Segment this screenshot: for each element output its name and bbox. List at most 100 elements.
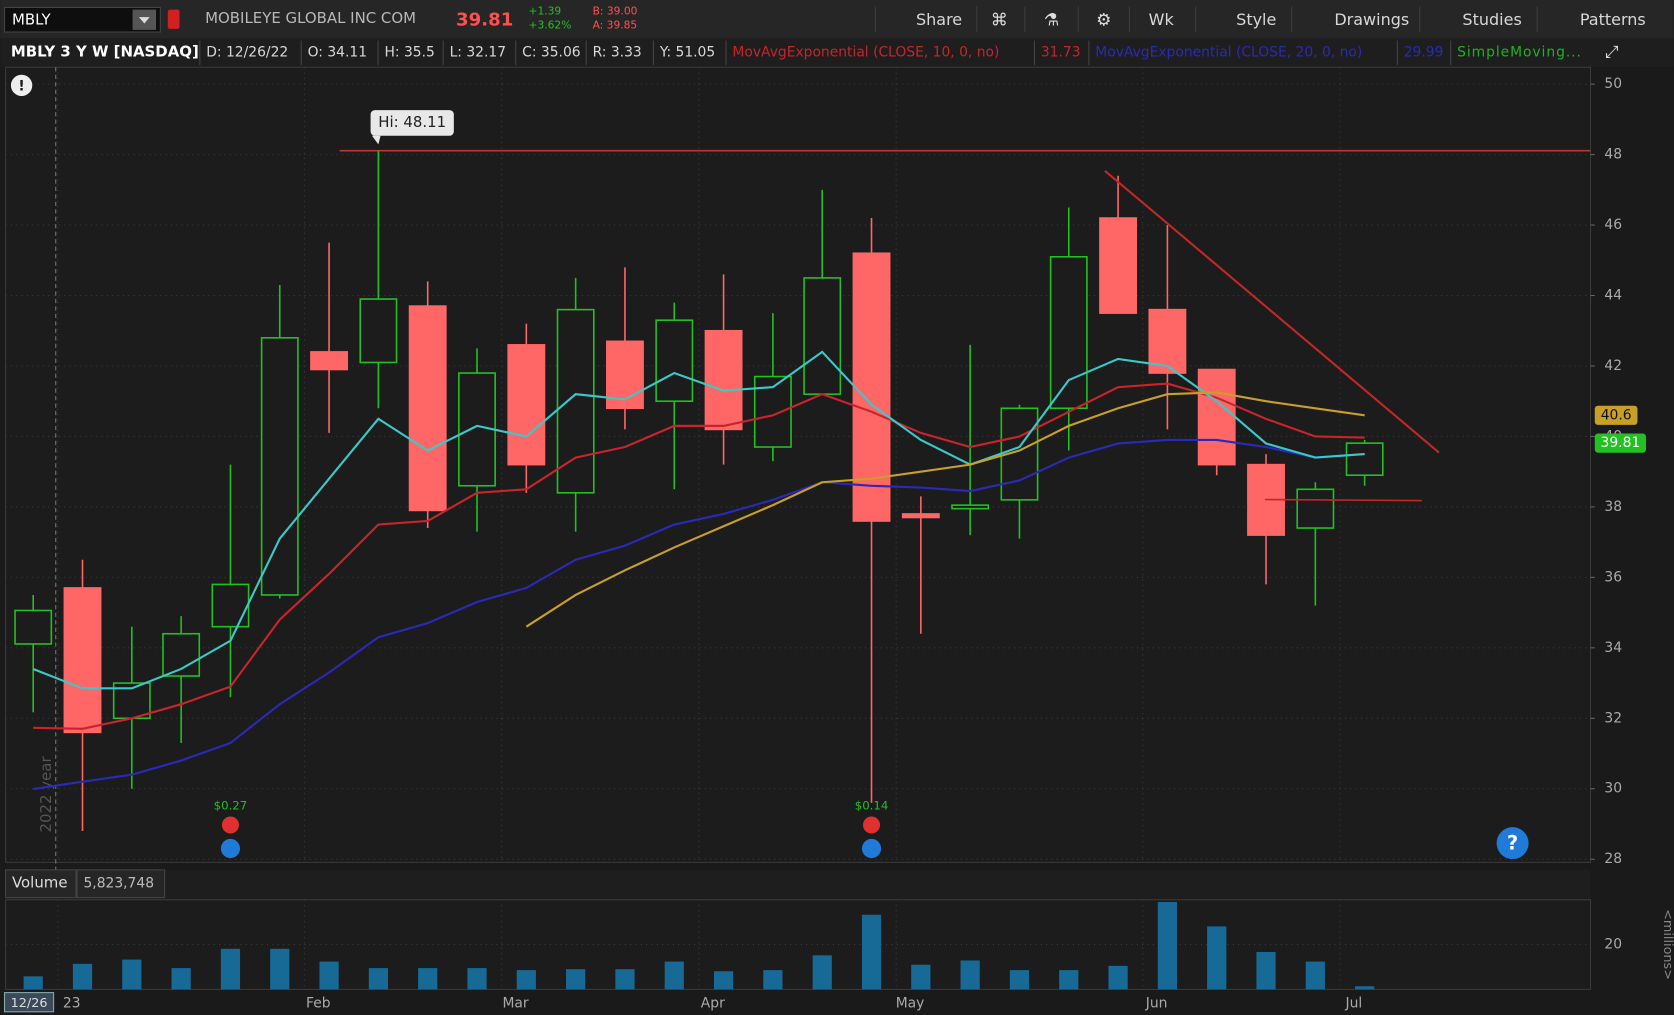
volume-bar bbox=[713, 971, 734, 990]
header-field: O: 34.11 bbox=[308, 44, 367, 60]
candle-body bbox=[14, 609, 53, 645]
candle-body bbox=[1148, 308, 1187, 374]
candle-body bbox=[359, 298, 398, 364]
volume-bar bbox=[72, 963, 93, 990]
candle-body bbox=[63, 587, 102, 734]
info-icon[interactable] bbox=[10, 74, 33, 97]
legend-value: 29.99 bbox=[1404, 44, 1444, 60]
header-field: L: 32.17 bbox=[450, 44, 506, 60]
price-chart: 28303234363840424446485023FebMarAprMayJu… bbox=[3, 67, 1647, 1013]
toolbar-button-label: Studies bbox=[1462, 10, 1521, 29]
header-field: C: 35.06 bbox=[522, 44, 580, 60]
volume-bar bbox=[270, 948, 290, 990]
volume-bar bbox=[220, 948, 241, 990]
candle-body bbox=[1296, 488, 1335, 529]
change-pct: +3.62% bbox=[529, 19, 572, 32]
dividend-label: $0.27 bbox=[214, 798, 248, 812]
moving-average-line bbox=[33, 382, 1365, 730]
volume-bar bbox=[368, 968, 388, 990]
candle-body bbox=[310, 351, 349, 371]
help-glyph: ? bbox=[1507, 832, 1518, 855]
candle-body bbox=[901, 513, 940, 519]
info-icon-glyph: ! bbox=[18, 78, 24, 94]
y-tick-label: 20 bbox=[1604, 937, 1622, 953]
volume-bar bbox=[1355, 986, 1375, 990]
last-value: 40.6 bbox=[1601, 407, 1632, 423]
legend-value: 31.73 bbox=[1041, 44, 1081, 60]
volume-bar bbox=[171, 968, 191, 990]
toolbar-button-label: Patterns bbox=[1580, 10, 1646, 29]
volume-bar bbox=[319, 961, 339, 990]
trendline bbox=[1104, 169, 1440, 454]
high-callout-text: Hi: 48.11 bbox=[378, 113, 446, 131]
toolbar-icon[interactable]: ⌘ bbox=[991, 10, 1008, 30]
volume-value-box bbox=[76, 869, 166, 899]
candle-body bbox=[1197, 368, 1236, 466]
candle-body bbox=[803, 277, 842, 395]
candle-body bbox=[507, 344, 546, 466]
legend-name: MovAvgExponential (CLOSE, 10, 0, no) bbox=[732, 44, 999, 60]
event-icon[interactable] bbox=[220, 838, 241, 859]
volume-bar bbox=[960, 960, 980, 990]
y-tick-label: 46 bbox=[1604, 217, 1622, 233]
y-tick-label: 30 bbox=[1604, 781, 1622, 797]
y-tick-label: 38 bbox=[1604, 499, 1622, 515]
x-tick-label: 23 bbox=[63, 995, 81, 1011]
volume-bar bbox=[418, 968, 438, 990]
event-icon[interactable] bbox=[861, 838, 882, 859]
volume-bar bbox=[467, 968, 487, 990]
volume-bar bbox=[1207, 926, 1227, 990]
header-row bbox=[0, 38, 1674, 68]
volume-title: Volume bbox=[12, 874, 68, 892]
dividend-label: $0.14 bbox=[855, 798, 889, 812]
earnings-icon[interactable] bbox=[221, 816, 239, 834]
x-tick-label: May bbox=[896, 995, 925, 1011]
y-tick-label: 48 bbox=[1604, 147, 1622, 163]
candle-body bbox=[1099, 217, 1138, 314]
x-tick-label: Jul bbox=[1345, 995, 1363, 1011]
help-button[interactable] bbox=[1496, 827, 1529, 860]
volume-bar bbox=[861, 914, 882, 990]
cursor-date: 12/26 bbox=[11, 996, 48, 1011]
volume-chart: Volume 5,823,748 20 <millions> bbox=[5, 874, 1674, 990]
volume-bar bbox=[812, 955, 832, 990]
toolbar-icon[interactable]: ⚙ bbox=[1096, 10, 1111, 30]
candle-body bbox=[1049, 255, 1088, 410]
last-price: 39.81 bbox=[456, 9, 513, 30]
volume-bar bbox=[1108, 965, 1128, 990]
volume-panel bbox=[5, 899, 1592, 990]
earnings-icon[interactable] bbox=[862, 816, 881, 834]
x-tick-label: Mar bbox=[502, 995, 528, 1011]
volume-bar bbox=[1009, 970, 1030, 990]
volume-bar bbox=[122, 959, 142, 990]
toolbar-icon[interactable]: ⚗ bbox=[1044, 10, 1059, 30]
last-price-box bbox=[1594, 433, 1647, 453]
volume-bar bbox=[1305, 961, 1325, 990]
candle-body bbox=[655, 319, 694, 403]
y-tick-label: 32 bbox=[1604, 710, 1622, 726]
header-field: R: 3.33 bbox=[593, 44, 642, 60]
volume-bar bbox=[1256, 951, 1276, 990]
change: +1.39 bbox=[529, 5, 562, 18]
candle-body bbox=[852, 252, 891, 522]
support-line bbox=[1264, 498, 1422, 502]
volume-value: 5,823,748 bbox=[83, 876, 154, 892]
candle-body bbox=[408, 305, 447, 512]
volume-bar bbox=[23, 976, 43, 990]
alert-icon[interactable] bbox=[167, 9, 180, 29]
dropdown-arrow bbox=[138, 17, 150, 24]
high-callout-pointer bbox=[371, 135, 381, 145]
panel-icon[interactable]: ⤢ bbox=[1605, 42, 1619, 62]
volume-bar bbox=[1157, 901, 1178, 990]
header-field: D: 12/26/22 bbox=[206, 44, 288, 60]
moving-average-line bbox=[525, 391, 1365, 628]
candle-body bbox=[951, 504, 990, 510]
y-tick-label: 34 bbox=[1604, 640, 1622, 656]
bid: B: 39.00 bbox=[593, 5, 638, 18]
volume-header bbox=[5, 869, 1591, 900]
toolbar-button-label: Style bbox=[1236, 10, 1276, 29]
toolbar bbox=[0, 0, 1674, 39]
toolbar-button-label: Wk bbox=[1149, 10, 1175, 29]
last-price: 39.81 bbox=[1601, 435, 1641, 451]
